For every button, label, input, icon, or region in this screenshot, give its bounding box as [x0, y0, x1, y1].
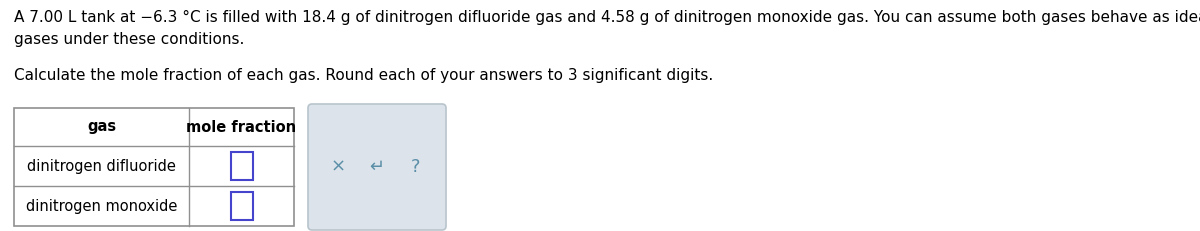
- Text: Calculate the mole fraction of each gas. Round each of your answers to 3 signifi: Calculate the mole fraction of each gas.…: [14, 68, 713, 83]
- Text: mole fraction: mole fraction: [186, 119, 296, 134]
- Text: dinitrogen monoxide: dinitrogen monoxide: [26, 198, 178, 213]
- FancyBboxPatch shape: [308, 104, 446, 230]
- Text: A 7.00 L tank at −6.3 °C is filled with 18.4 g of dinitrogen difluoride gas and : A 7.00 L tank at −6.3 °C is filled with …: [14, 10, 1200, 47]
- Text: gas: gas: [86, 119, 116, 134]
- Text: dinitrogen difluoride: dinitrogen difluoride: [28, 158, 176, 173]
- Text: ↵: ↵: [370, 158, 384, 176]
- Bar: [230, 152, 252, 180]
- Text: ?: ?: [412, 158, 421, 176]
- Bar: [230, 192, 252, 220]
- Text: ×: ×: [330, 158, 346, 176]
- Bar: [14, 108, 294, 226]
